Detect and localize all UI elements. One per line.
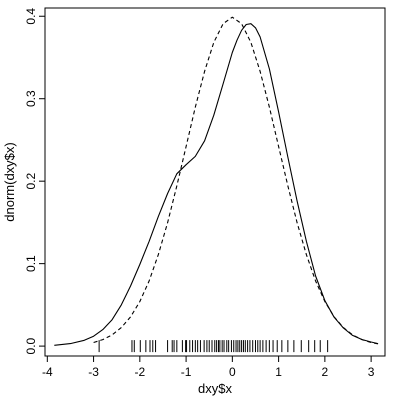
x-tick-label: 0	[229, 365, 236, 379]
y-tick-label: 0.0	[24, 337, 38, 354]
x-tick-label: 3	[368, 365, 375, 379]
solid-density-curve	[54, 23, 379, 346]
y-tick-label: 0.3	[24, 90, 38, 107]
y-tick-label: 0.2	[24, 173, 38, 190]
y-axis-label: dnorm(dxy$x)	[2, 142, 17, 221]
rug-group	[98, 340, 329, 353]
x-tick-label: 1	[275, 365, 282, 379]
x-tick-label: -2	[134, 365, 145, 379]
dashed-density-curve	[93, 16, 379, 345]
x-axis-label: dxy$x	[198, 381, 232, 396]
y-tick-label: 0.1	[24, 255, 38, 272]
y-axis: 0.0 0.1 0.2 0.3 0.4	[24, 8, 45, 354]
curves-group	[54, 16, 379, 346]
x-tick-label: -3	[88, 365, 99, 379]
x-tick-label: -4	[42, 365, 53, 379]
y-tick-label: 0.4	[24, 8, 38, 25]
plot-frame	[44, 7, 386, 357]
x-axis: -4 -3 -2 -1 0 1 2 3	[42, 356, 375, 379]
x-tick-label: -1	[181, 365, 192, 379]
x-tick-label: 2	[322, 365, 329, 379]
